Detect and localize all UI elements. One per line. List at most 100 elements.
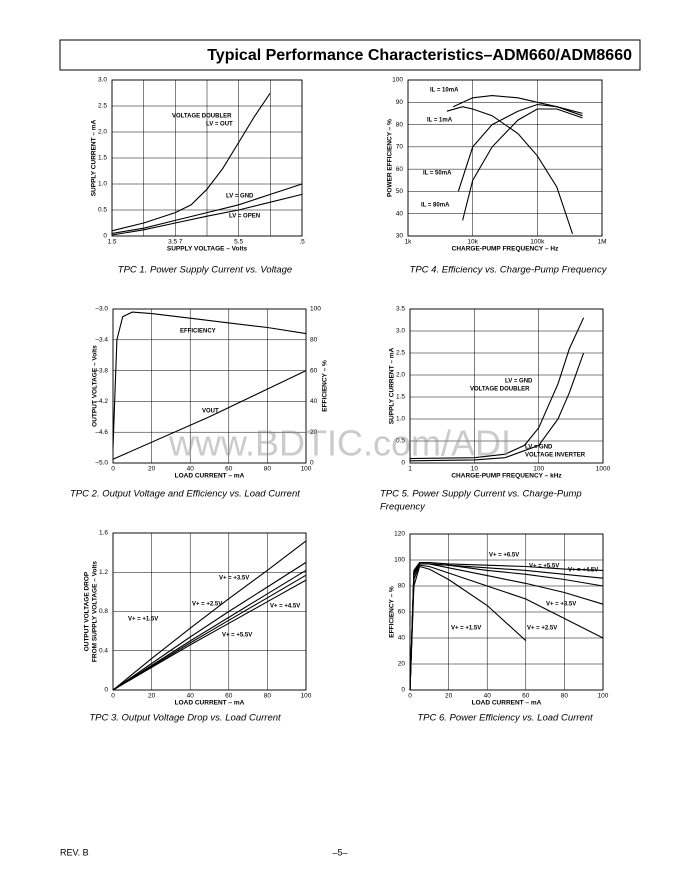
y-tick-label: 0.4 — [99, 647, 108, 654]
caption: TPC 3. Output Voltage Drop vs. Load Curr… — [89, 713, 281, 724]
y-tick-label: –5.0 — [95, 460, 108, 467]
y-axis-label: POWER EFFICIENCY – % — [387, 119, 394, 197]
annotation: IL = 1mA — [427, 118, 453, 124]
caption: TPC 6. Power Efficiency vs. Load Current — [417, 713, 593, 724]
x-tick-label: 5.5 — [234, 239, 243, 246]
y2-tick-label: 0 — [310, 460, 314, 467]
annotation: V+ = +6.5V — [489, 553, 519, 559]
x-tick-label: 100k — [530, 239, 545, 246]
x-tick-label: 1000 — [596, 466, 611, 473]
header-title: Typical Performance Characteristics–ADM6… — [207, 47, 632, 64]
y-tick-label: 40 — [396, 210, 404, 217]
plot-frame — [407, 79, 603, 237]
y-tick-label: 120 — [394, 531, 405, 538]
x-tick-label: 100 — [598, 693, 609, 700]
x-tick-label: 40 — [187, 693, 195, 700]
annotation: IL = 80mA — [421, 203, 450, 209]
series-line — [112, 569, 307, 691]
x-tick-label: 100 — [533, 466, 544, 473]
annotation: V+ = +1.5V — [128, 617, 158, 623]
y-tick-label: 2.5 — [98, 103, 107, 110]
x-tick-label: 1 — [408, 466, 412, 473]
y-tick-label: 70 — [396, 144, 404, 151]
x-tick-label: 40 — [187, 466, 195, 473]
series-line — [409, 352, 585, 462]
y-axis-label: SUPPLY CURRENT – mA — [389, 347, 396, 424]
y-tick-label: 0 — [104, 687, 108, 694]
y-tick-label: 1.6 — [99, 530, 108, 537]
series-line — [112, 574, 307, 691]
annotation: V+ = +5.5V — [529, 564, 559, 570]
annotation: EFFICIENCY — [180, 329, 216, 335]
y-tick-label: 100 — [392, 77, 403, 84]
watermark: www.BDTIC.com/ADI — [168, 423, 511, 464]
annotation: VOLTAGE DOUBLER — [172, 114, 232, 120]
x-axis-label: CHARGE-PUMP FREQUENCY – kHz — [451, 473, 562, 480]
annotation: LV = GND — [505, 379, 533, 385]
y-tick-label: 1.5 — [98, 155, 107, 162]
x-tick-label: 0 — [111, 693, 115, 700]
y-tick-label: –4.2 — [95, 398, 108, 405]
x-tick-label: 0 — [408, 693, 412, 700]
caption: Frequency — [380, 502, 426, 513]
x-axis-label: LOAD CURRENT – mA — [175, 473, 245, 480]
y-tick-label: –4.6 — [95, 429, 108, 436]
series-line — [409, 563, 604, 691]
x-tick-label: 3.5 7 — [168, 239, 183, 246]
x-tick-label: 10 — [471, 466, 479, 473]
revision: REV. B — [60, 847, 89, 857]
y-axis-label: OUTPUT VOLTAGE – Volts — [92, 345, 99, 427]
series-line — [462, 108, 583, 221]
series-line — [457, 103, 583, 192]
caption: TPC 4. Efficiency vs. Charge-Pump Freque… — [410, 265, 608, 276]
y-tick-label: 2.5 — [396, 350, 405, 357]
x-axis-label: LOAD CURRENT – mA — [175, 700, 245, 707]
x-tick-label: 20 — [445, 693, 453, 700]
annotation: V+ = +4.5V — [568, 568, 598, 574]
y-axis-label: EFFICIENCY – % — [389, 586, 396, 638]
x-tick-label: 100 — [301, 693, 312, 700]
y-axis-label: FROM SUPPLY VOLTAGE – Volts — [92, 561, 99, 663]
series-line — [112, 311, 307, 448]
y-tick-label: 1.5 — [396, 394, 405, 401]
x-tick-label: 40 — [484, 693, 492, 700]
x-tick-label: 1.5 — [107, 239, 116, 246]
series-line — [112, 579, 307, 691]
plot-frame — [111, 79, 303, 237]
y-tick-label: 3.0 — [396, 328, 405, 335]
y-tick-label: 0.5 — [396, 438, 405, 445]
x-tick-label: 1k — [405, 239, 413, 246]
y-tick-label: 3.5 — [396, 306, 405, 313]
x-tick-label: 60 — [522, 693, 530, 700]
y-tick-label: 3.0 — [98, 77, 107, 84]
y-tick-label: 90 — [396, 99, 404, 106]
annotation: V+ = +4.5V — [270, 604, 300, 610]
series-line — [112, 370, 307, 460]
annotation: V+ = +1.5V — [451, 626, 481, 632]
page-number: –5– — [332, 847, 347, 857]
y-tick-label: 80 — [398, 583, 406, 590]
plot-frame — [409, 533, 604, 691]
x-tick-label: .5 — [299, 239, 305, 246]
y2-tick-label: 40 — [310, 398, 318, 405]
y-tick-label: –3.0 — [95, 306, 108, 313]
y-axis-label: OUTPUT VOLTAGE DROP — [84, 571, 91, 651]
series-line — [409, 563, 604, 691]
annotation: LV = OUT — [206, 122, 233, 128]
y-axis-label: SUPPLY CURRENT – mA — [91, 119, 98, 196]
caption: TPC 2. Output Voltage and Efficiency vs.… — [70, 489, 300, 500]
x-axis-label: LOAD CURRENT – mA — [472, 700, 542, 707]
y-tick-label: 50 — [396, 188, 404, 195]
x-tick-label: 60 — [225, 466, 233, 473]
series-line — [409, 564, 604, 691]
series-line — [111, 193, 303, 236]
y2-tick-label: 20 — [310, 429, 318, 436]
y2-tick-label: 80 — [310, 337, 318, 344]
series-line — [409, 317, 585, 460]
x-tick-label: 80 — [561, 693, 569, 700]
y-tick-label: 1.2 — [99, 569, 108, 576]
x-tick-label: 80 — [264, 466, 272, 473]
annotation: VOLTAGE INVERTER — [525, 453, 586, 459]
y-tick-label: 1.0 — [396, 416, 405, 423]
